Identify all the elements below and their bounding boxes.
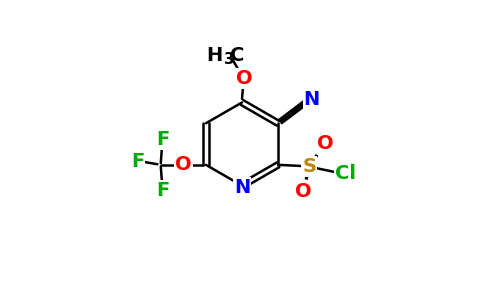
Text: O: O: [318, 134, 334, 153]
Text: S: S: [302, 157, 316, 176]
Text: O: O: [295, 182, 312, 201]
Text: H: H: [206, 46, 222, 65]
Text: Cl: Cl: [335, 164, 356, 183]
Text: O: O: [236, 69, 252, 88]
Text: F: F: [156, 181, 169, 200]
Text: N: N: [303, 90, 320, 109]
Text: O: O: [175, 155, 192, 174]
Text: N: N: [234, 178, 250, 197]
Text: F: F: [131, 152, 144, 171]
Text: C: C: [230, 46, 245, 65]
Text: F: F: [156, 130, 169, 149]
Text: 3: 3: [224, 52, 234, 67]
